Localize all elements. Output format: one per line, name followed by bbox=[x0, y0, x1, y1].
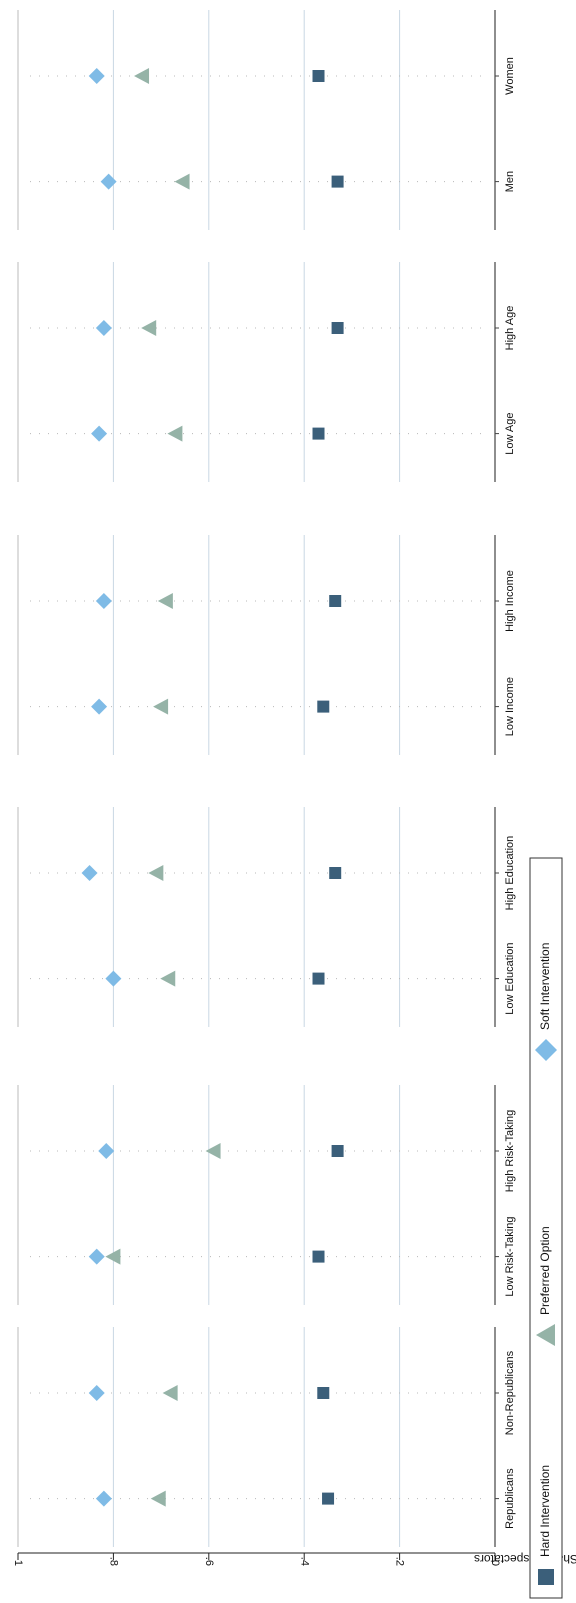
legend-label: Preferred Option bbox=[538, 1226, 552, 1315]
soft-intervention-point bbox=[88, 1248, 105, 1265]
category-label: Non-Republicans bbox=[504, 1350, 516, 1435]
hard-intervention-point bbox=[331, 322, 344, 334]
legend-label: Soft Intervention bbox=[538, 943, 552, 1030]
soft-intervention-point bbox=[105, 970, 122, 987]
hard-intervention-point bbox=[317, 1387, 330, 1399]
soft-intervention-point bbox=[81, 865, 98, 881]
hard-intervention-point bbox=[329, 867, 342, 879]
panel-5: Low Age High Age bbox=[17, 262, 516, 482]
preferred-option-point bbox=[205, 1143, 221, 1159]
hard-intervention-point bbox=[329, 595, 342, 607]
preferred-option-point bbox=[160, 970, 176, 987]
panel-4: Low Income High Income bbox=[17, 535, 516, 755]
soft-intervention-point bbox=[88, 68, 105, 84]
hard-intervention-point bbox=[331, 1145, 344, 1157]
hard-intervention-point bbox=[312, 1250, 325, 1263]
legend-marker-preferred-option bbox=[536, 1324, 555, 1346]
preferred-option-point bbox=[162, 1385, 178, 1401]
hard-intervention-point bbox=[312, 427, 325, 440]
legend-box bbox=[529, 857, 563, 1599]
value-tick-label: .6 bbox=[203, 1557, 215, 1566]
hard-intervention-point bbox=[312, 972, 325, 985]
legend: Hard Intervention Preferred Option Soft In… bbox=[529, 857, 563, 1599]
hard-intervention-point bbox=[312, 70, 325, 82]
hard-intervention-point bbox=[317, 700, 330, 713]
category-label: Low Risk-Taking bbox=[504, 1217, 516, 1297]
preferred-option-point bbox=[174, 173, 190, 190]
preferred-option-point bbox=[105, 1248, 121, 1265]
soft-intervention-point bbox=[98, 1143, 115, 1159]
category-label: Low Income bbox=[504, 677, 516, 736]
soft-intervention-point bbox=[100, 173, 117, 190]
value-tick-label: .2 bbox=[394, 1557, 406, 1566]
soft-intervention-point bbox=[91, 425, 108, 442]
value-tick-label: .8 bbox=[107, 1557, 119, 1566]
category-label: Low Age bbox=[504, 412, 516, 454]
panel-1: Republicans Non-Republicans bbox=[17, 1327, 516, 1547]
preferred-option-point bbox=[167, 425, 183, 442]
panel-3: Low Education High Education bbox=[17, 807, 516, 1027]
preferred-option-point bbox=[141, 320, 157, 336]
legend-marker-hard-intervention bbox=[538, 1569, 554, 1585]
legend-marker-soft-intervention bbox=[535, 1039, 557, 1061]
preferred-option-point bbox=[134, 68, 150, 84]
category-label: Women bbox=[504, 57, 516, 95]
value-tick-label: .4 bbox=[298, 1557, 310, 1566]
category-label: High Education bbox=[504, 836, 516, 911]
axis-layer: 0.2.4.6.81 Share of spectators bbox=[12, 1552, 576, 1566]
category-label: High Income bbox=[504, 570, 516, 632]
legend-label: Hard Intervention bbox=[538, 1465, 552, 1557]
panels-layer: Republicans Non-Republicans Low Risk-Takin… bbox=[17, 10, 516, 1547]
soft-intervention-point bbox=[95, 593, 112, 609]
category-label: Low Education bbox=[504, 943, 516, 1015]
preferred-option-point bbox=[153, 698, 169, 715]
soft-intervention-point bbox=[95, 1490, 112, 1507]
category-label: Men bbox=[504, 171, 516, 192]
panel-6: Men Women bbox=[17, 10, 516, 230]
value-tick-label: 0 bbox=[489, 1560, 501, 1566]
soft-intervention-point bbox=[91, 698, 108, 715]
hard-intervention-point bbox=[322, 1492, 335, 1505]
preferred-option-point bbox=[148, 865, 164, 881]
value-tick-label: 1 bbox=[12, 1560, 24, 1566]
category-label: High Risk-Taking bbox=[504, 1110, 516, 1193]
preferred-option-point bbox=[157, 593, 173, 609]
soft-intervention-point bbox=[88, 1385, 105, 1401]
soft-intervention-point bbox=[95, 320, 112, 336]
category-label: High Age bbox=[504, 306, 516, 351]
preferred-option-point bbox=[150, 1490, 166, 1507]
hard-intervention-point bbox=[331, 175, 344, 188]
panel-2: Low Risk-Taking High Risk-Taking bbox=[17, 1085, 516, 1305]
category-label: Republicans bbox=[504, 1468, 516, 1529]
